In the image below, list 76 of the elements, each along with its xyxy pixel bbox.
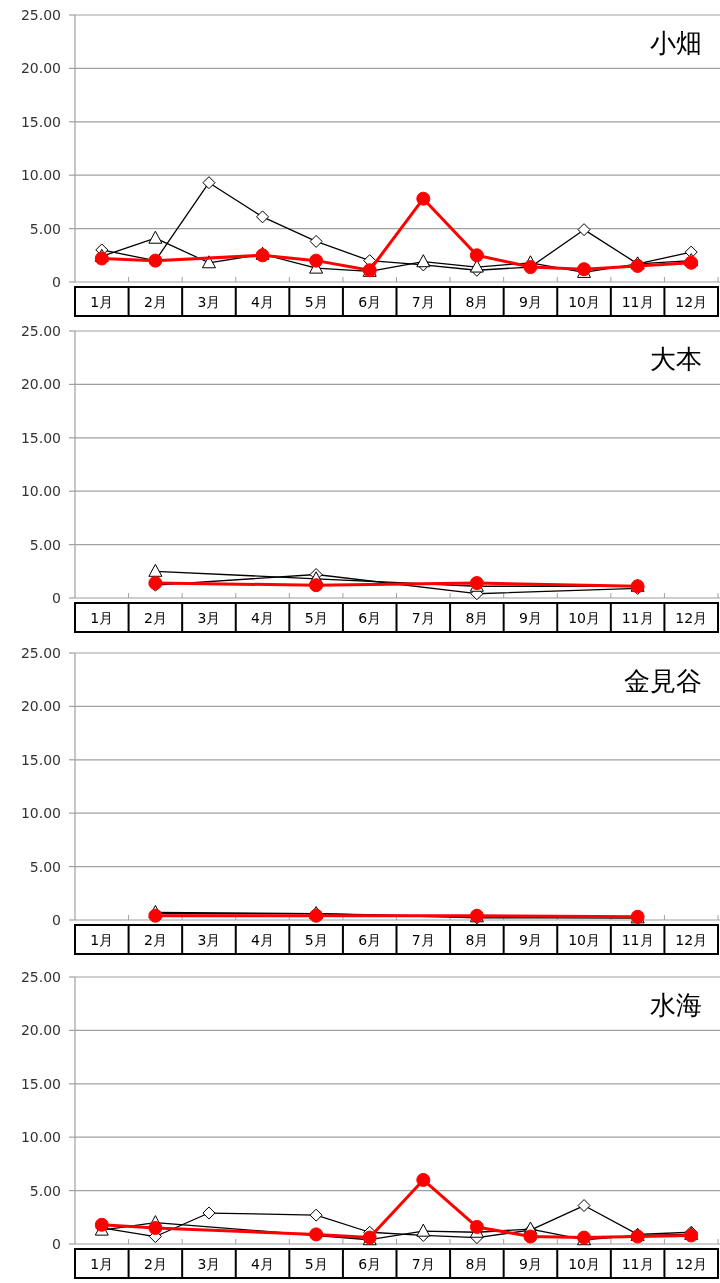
x-tick-label: 8月 [465, 610, 489, 626]
x-tick-label: 7月 [411, 610, 435, 626]
x-tick-label: 2月 [143, 932, 167, 948]
y-tick-label: 5.00 [29, 220, 61, 237]
x-tick-label: 4月 [251, 610, 274, 626]
x-tick-label: 12月 [675, 932, 708, 948]
x-tick-label: 11月 [621, 610, 654, 626]
text: 小畑 [650, 28, 702, 58]
y-tick-label: 15.00 [20, 1075, 61, 1092]
x-tick-label: 11月 [621, 294, 654, 310]
y-tick-label: 20.00 [20, 698, 61, 715]
y-tick-label: 0 [52, 912, 61, 928]
x-tick-label: 9月 [519, 1256, 542, 1272]
x-tick-label: 4月 [251, 1256, 274, 1272]
x-tick-label: 6月 [358, 610, 382, 626]
x-tick-label: 10月 [568, 610, 600, 626]
x-tick-label: 7月 [411, 932, 435, 948]
y-tick-label: 5.00 [29, 858, 61, 875]
x-tick-label: 9月 [519, 932, 542, 948]
y-tick-label: 5.00 [29, 1182, 61, 1199]
y-tick-label: 20.00 [20, 1022, 61, 1039]
x-tick-label: 3月 [197, 1256, 221, 1272]
y-tick-label: 25.00 [20, 645, 61, 661]
x-tick-label: 4月 [251, 932, 274, 948]
y-tick-label: 15.00 [20, 429, 61, 446]
x-tick-label: 3月 [197, 610, 221, 626]
x-tick-label: 2月 [143, 1256, 167, 1272]
text: 金見谷 [624, 666, 702, 696]
y-tick-label: 0 [52, 1236, 61, 1252]
y-tick-label: 25.00 [20, 7, 61, 23]
x-tick-label: 8月 [465, 1256, 489, 1272]
x-tick-label: 6月 [358, 294, 382, 310]
y-tick-label: 25.00 [20, 323, 61, 339]
x-tick-label: 7月 [411, 1256, 435, 1272]
x-tick-label: 12月 [675, 1256, 708, 1272]
y-tick-label: 20.00 [20, 60, 61, 77]
y-tick-label: 20.00 [20, 376, 61, 393]
x-tick-label: 1月 [90, 1256, 114, 1272]
x-tick-label: 5月 [304, 932, 328, 948]
y-tick-label: 15.00 [20, 751, 61, 768]
x-tick-label: 12月 [675, 294, 708, 310]
x-tick-label: 5月 [304, 1256, 328, 1272]
x-tick-label: 1月 [90, 294, 114, 310]
x-tick-label: 1月 [90, 610, 114, 626]
x-tick-label: 10月 [568, 932, 600, 948]
y-tick-label: 15.00 [20, 113, 61, 130]
x-tick-label: 8月 [465, 932, 489, 948]
y-tick-label: 0 [52, 274, 61, 290]
x-tick-label: 11月 [621, 932, 654, 948]
y-tick-label: 10.00 [20, 1129, 61, 1146]
x-tick-label: 1月 [90, 932, 114, 948]
y-tick-label: 0 [52, 590, 61, 606]
text: 大本 [650, 344, 702, 374]
x-tick-label: 12月 [675, 610, 708, 626]
y-tick-label: 10.00 [20, 483, 61, 500]
x-tick-label: 4月 [251, 294, 274, 310]
x-tick-label: 11月 [621, 1256, 654, 1272]
x-tick-label: 2月 [143, 294, 167, 310]
x-tick-label: 8月 [465, 294, 489, 310]
x-tick-label: 5月 [304, 610, 328, 626]
x-tick-label: 2月 [143, 610, 167, 626]
x-tick-label: 9月 [519, 610, 542, 626]
y-tick-label: 5.00 [29, 536, 61, 553]
y-tick-label: 25.00 [20, 969, 61, 985]
x-tick-label: 10月 [568, 294, 600, 310]
y-tick-label: 10.00 [20, 167, 61, 184]
x-tick-label: 6月 [358, 1256, 382, 1272]
y-tick-label: 10.00 [20, 805, 61, 822]
x-tick-label: 10月 [568, 1256, 600, 1272]
x-tick-label: 5月 [304, 294, 328, 310]
x-tick-label: 7月 [411, 294, 435, 310]
x-tick-label: 9月 [519, 294, 542, 310]
x-tick-label: 3月 [197, 294, 221, 310]
x-tick-label: 3月 [197, 932, 221, 948]
x-tick-label: 6月 [358, 932, 382, 948]
text: 水海 [650, 990, 702, 1020]
